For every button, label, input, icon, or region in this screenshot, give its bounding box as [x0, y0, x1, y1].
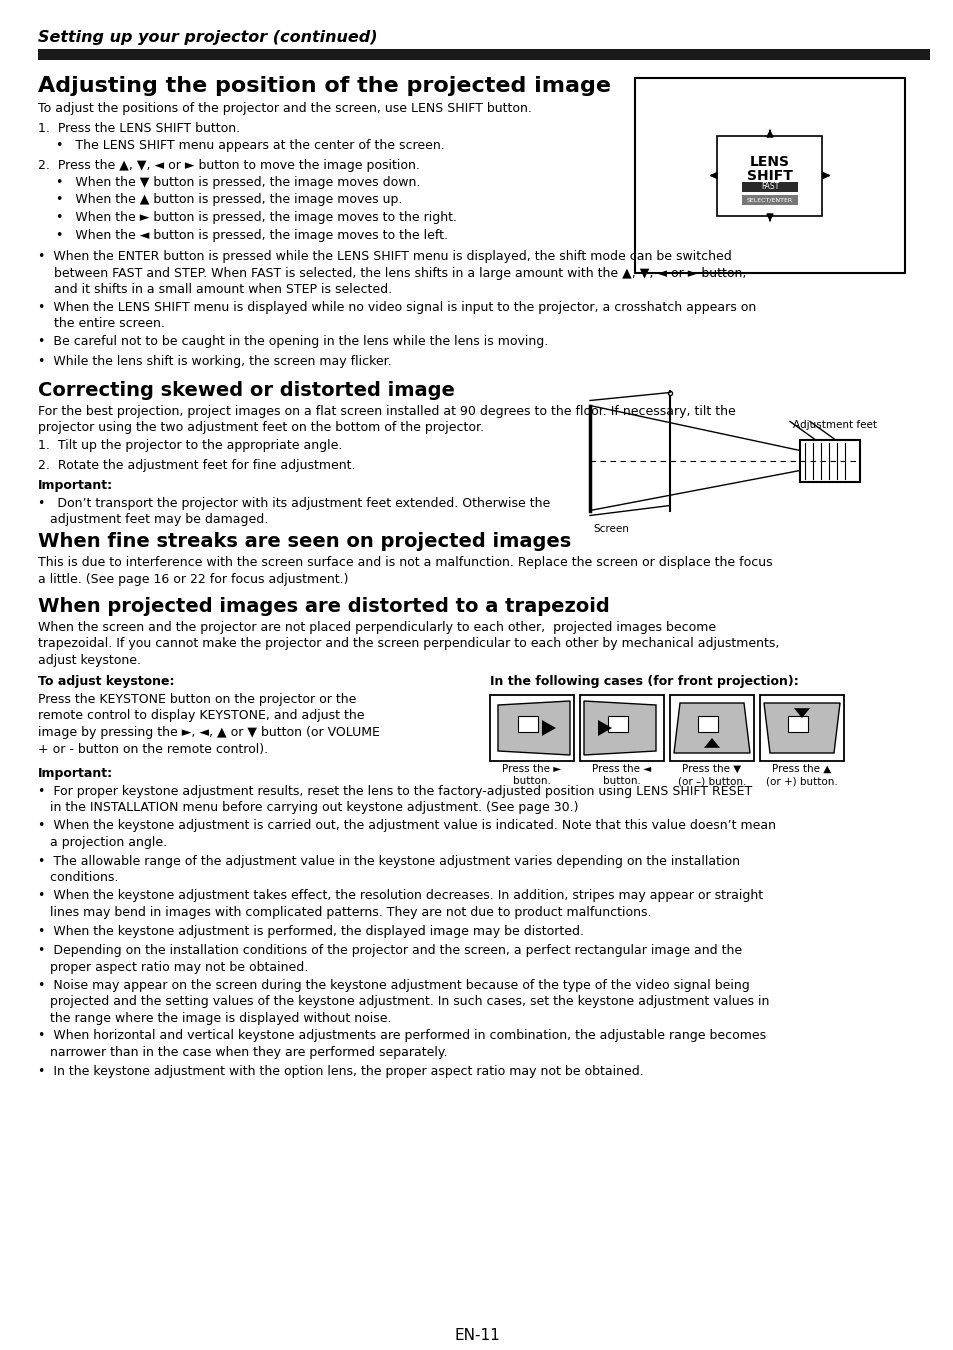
Text: SHIFT: SHIFT [746, 169, 792, 182]
Polygon shape [703, 738, 720, 748]
Text: When fine streaks are seen on projected images: When fine streaks are seen on projected … [38, 532, 571, 551]
Bar [38, 49, 929, 59]
Bar [635, 78, 904, 273]
Text: EN-11: EN-11 [454, 1328, 499, 1343]
Text: 2.  Rotate the adjustment feet for fine adjustment.: 2. Rotate the adjustment feet for fine a… [38, 459, 355, 472]
Text: •  Be careful not to be caught in the opening in the lens while the lens is movi: • Be careful not to be caught in the ope… [38, 336, 548, 348]
Text: •  Noise may appear on the screen during the keystone adjustment because of the : • Noise may appear on the screen during … [38, 979, 768, 1025]
Polygon shape [673, 703, 749, 753]
Text: LENS: LENS [749, 154, 789, 169]
Bar [490, 695, 574, 761]
Text: When the screen and the projector are not placed perpendicularly to each other, : When the screen and the projector are no… [38, 621, 779, 667]
Text: •  When the keystone adjustment takes effect, the resolution decreases. In addit: • When the keystone adjustment takes eff… [38, 890, 762, 919]
Text: In the following cases (for front projection):: In the following cases (for front projec… [490, 675, 798, 688]
Bar [741, 181, 797, 192]
Text: To adjust the positions of the projector and the screen, use LENS SHIFT button.: To adjust the positions of the projector… [38, 103, 532, 115]
Text: •  When the ENTER button is pressed while the LENS SHIFT menu is displayed, the : • When the ENTER button is pressed while… [38, 250, 745, 296]
Text: SELECT/ENTER: SELECT/ENTER [746, 197, 792, 202]
Bar [741, 194, 797, 204]
Text: •  The allowable range of the adjustment value in the keystone adjustment varies: • The allowable range of the adjustment … [38, 855, 740, 884]
Text: Important:: Important: [38, 479, 113, 493]
Bar [517, 716, 537, 732]
Text: •   Don’t transport the projector with its adjustment feet extended. Otherwise t: • Don’t transport the projector with its… [38, 497, 550, 526]
Text: •  When the keystone adjustment is carried out, the adjustment value is indicate: • When the keystone adjustment is carrie… [38, 819, 775, 849]
Text: Screen: Screen [593, 525, 628, 535]
Text: Press the ▼
(or –) button.: Press the ▼ (or –) button. [677, 764, 745, 787]
Text: Setting up your projector (continued): Setting up your projector (continued) [38, 30, 377, 45]
Text: •  When the LENS SHIFT menu is displayed while no video signal is input to the p: • When the LENS SHIFT menu is displayed … [38, 301, 756, 329]
Text: •  When horizontal and vertical keystone adjustments are performed in combinatio: • When horizontal and vertical keystone … [38, 1030, 765, 1058]
Text: Press the ►
button.: Press the ► button. [502, 764, 561, 787]
Polygon shape [583, 701, 656, 755]
Text: 1.  Tilt up the projector to the appropriate angle.: 1. Tilt up the projector to the appropri… [38, 440, 342, 452]
Text: •  While the lens shift is working, the screen may flicker.: • While the lens shift is working, the s… [38, 355, 392, 369]
Text: This is due to interference with the screen surface and is not a malfunction. Re: This is due to interference with the scr… [38, 556, 772, 586]
Text: Correcting skewed or distorted image: Correcting skewed or distorted image [38, 381, 455, 400]
Text: Important:: Important: [38, 767, 113, 780]
Text: Press the ▲
(or +) button.: Press the ▲ (or +) button. [765, 764, 837, 787]
Text: •  Depending on the installation conditions of the projector and the screen, a p: • Depending on the installation conditio… [38, 944, 741, 973]
Polygon shape [541, 720, 556, 736]
Polygon shape [793, 709, 809, 718]
Polygon shape [763, 703, 840, 753]
Bar [800, 440, 859, 482]
Bar [787, 716, 807, 732]
Text: •  When the keystone adjustment is performed, the displayed image may be distort: • When the keystone adjustment is perfor… [38, 925, 583, 937]
Text: 1.  Press the LENS SHIFT button.: 1. Press the LENS SHIFT button. [38, 122, 240, 135]
Text: When projected images are distorted to a trapezoid: When projected images are distorted to a… [38, 597, 609, 616]
Bar [698, 716, 718, 732]
Text: •   When the ▲ button is pressed, the image moves up.: • When the ▲ button is pressed, the imag… [56, 193, 402, 207]
Text: FAST: FAST [760, 182, 779, 190]
Polygon shape [497, 701, 569, 755]
Text: To adjust keystone:: To adjust keystone: [38, 675, 174, 688]
Text: Adjustment feet: Adjustment feet [792, 420, 876, 429]
Text: •   When the ▼ button is pressed, the image moves down.: • When the ▼ button is pressed, the imag… [56, 176, 420, 189]
Text: Press the KEYSTONE button on the projector or the
remote control to display KEYS: Press the KEYSTONE button on the project… [38, 693, 379, 756]
Text: 2.  Press the ▲, ▼, ◄ or ► button to move the image position.: 2. Press the ▲, ▼, ◄ or ► button to move… [38, 158, 419, 171]
Text: •  For proper keystone adjustment results, reset the lens to the factory-adjuste: • For proper keystone adjustment results… [38, 784, 752, 814]
Bar [717, 135, 821, 216]
Text: •  In the keystone adjustment with the option lens, the proper aspect ratio may : • In the keystone adjustment with the op… [38, 1065, 643, 1077]
Bar [760, 695, 843, 761]
Text: Press the ◄
button.: Press the ◄ button. [592, 764, 651, 787]
Text: •   When the ◄ button is pressed, the image moves to the left.: • When the ◄ button is pressed, the imag… [56, 228, 448, 242]
Text: Adjusting the position of the projected image: Adjusting the position of the projected … [38, 76, 610, 96]
Bar [579, 695, 663, 761]
Text: •   When the ► button is pressed, the image moves to the right.: • When the ► button is pressed, the imag… [56, 211, 456, 224]
Bar [607, 716, 627, 732]
Text: For the best projection, project images on a flat screen installed at 90 degrees: For the best projection, project images … [38, 405, 735, 433]
Bar [669, 695, 753, 761]
Polygon shape [598, 720, 612, 736]
Text: •   The LENS SHIFT menu appears at the center of the screen.: • The LENS SHIFT menu appears at the cen… [56, 139, 444, 153]
